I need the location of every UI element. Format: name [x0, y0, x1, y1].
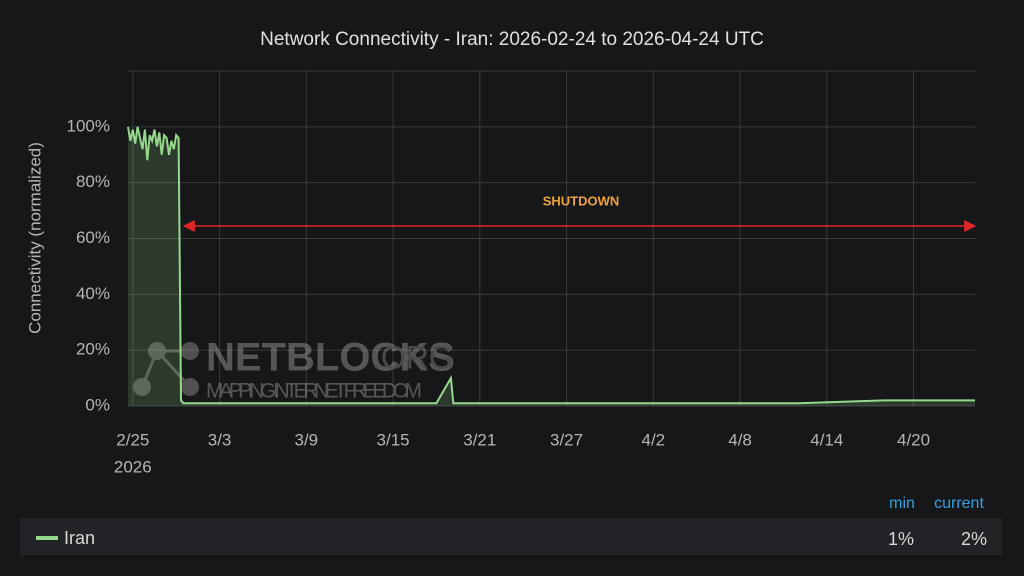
x-tick-label: 3/15: [377, 430, 410, 449]
x-tick-label: 3/21: [463, 430, 496, 449]
legend-label: Iran: [64, 528, 95, 548]
x-tick-label: 3/3: [208, 430, 232, 449]
x-tick-label: 3/27: [550, 430, 583, 449]
watermark-suffix: .ORG: [372, 339, 454, 375]
y-tick-label: 60%: [76, 228, 110, 247]
line: [127, 126, 975, 405]
watermark-tagline: MAPPING INTERNET FREEDOM: [206, 380, 422, 403]
y-tick-label: 40%: [76, 284, 110, 303]
x-tick-label: 3/9: [294, 430, 318, 449]
chart-title: Network Connectivity - Iran: 2026-02-24 …: [260, 29, 764, 50]
annotation: SHUTDOWN: [543, 193, 620, 208]
legend-row: [20, 518, 1002, 555]
legend-value: 1%: [888, 529, 914, 549]
legend-swatch: [36, 536, 58, 540]
legend-header: min: [889, 495, 915, 512]
watermark: NETBLOCKS .ORG MAPPING INTERNET FREEDOM: [133, 336, 455, 403]
x-tick-label: 4/14: [810, 430, 843, 449]
legend-value: 2%: [961, 529, 987, 549]
x-tick-label: 4/2: [641, 430, 665, 449]
y-tick-label: 100%: [67, 116, 110, 135]
plot: [127, 126, 975, 407]
x-axis-year: 2026: [114, 457, 152, 476]
grid: [128, 70, 975, 407]
y-tick-label: 20%: [76, 340, 110, 359]
x-tick-label: 4/20: [897, 430, 930, 449]
y-axis-label: Connectivity (normalized): [25, 142, 44, 334]
x-tick-label: 4/8: [728, 430, 752, 449]
watermark-title: NETBLOCKS: [206, 336, 455, 380]
legend-header: current: [934, 495, 984, 512]
y-tick-label: 80%: [76, 172, 110, 191]
x-tick-label: 2/25: [116, 430, 149, 449]
y-tick-label: 0%: [85, 395, 110, 414]
